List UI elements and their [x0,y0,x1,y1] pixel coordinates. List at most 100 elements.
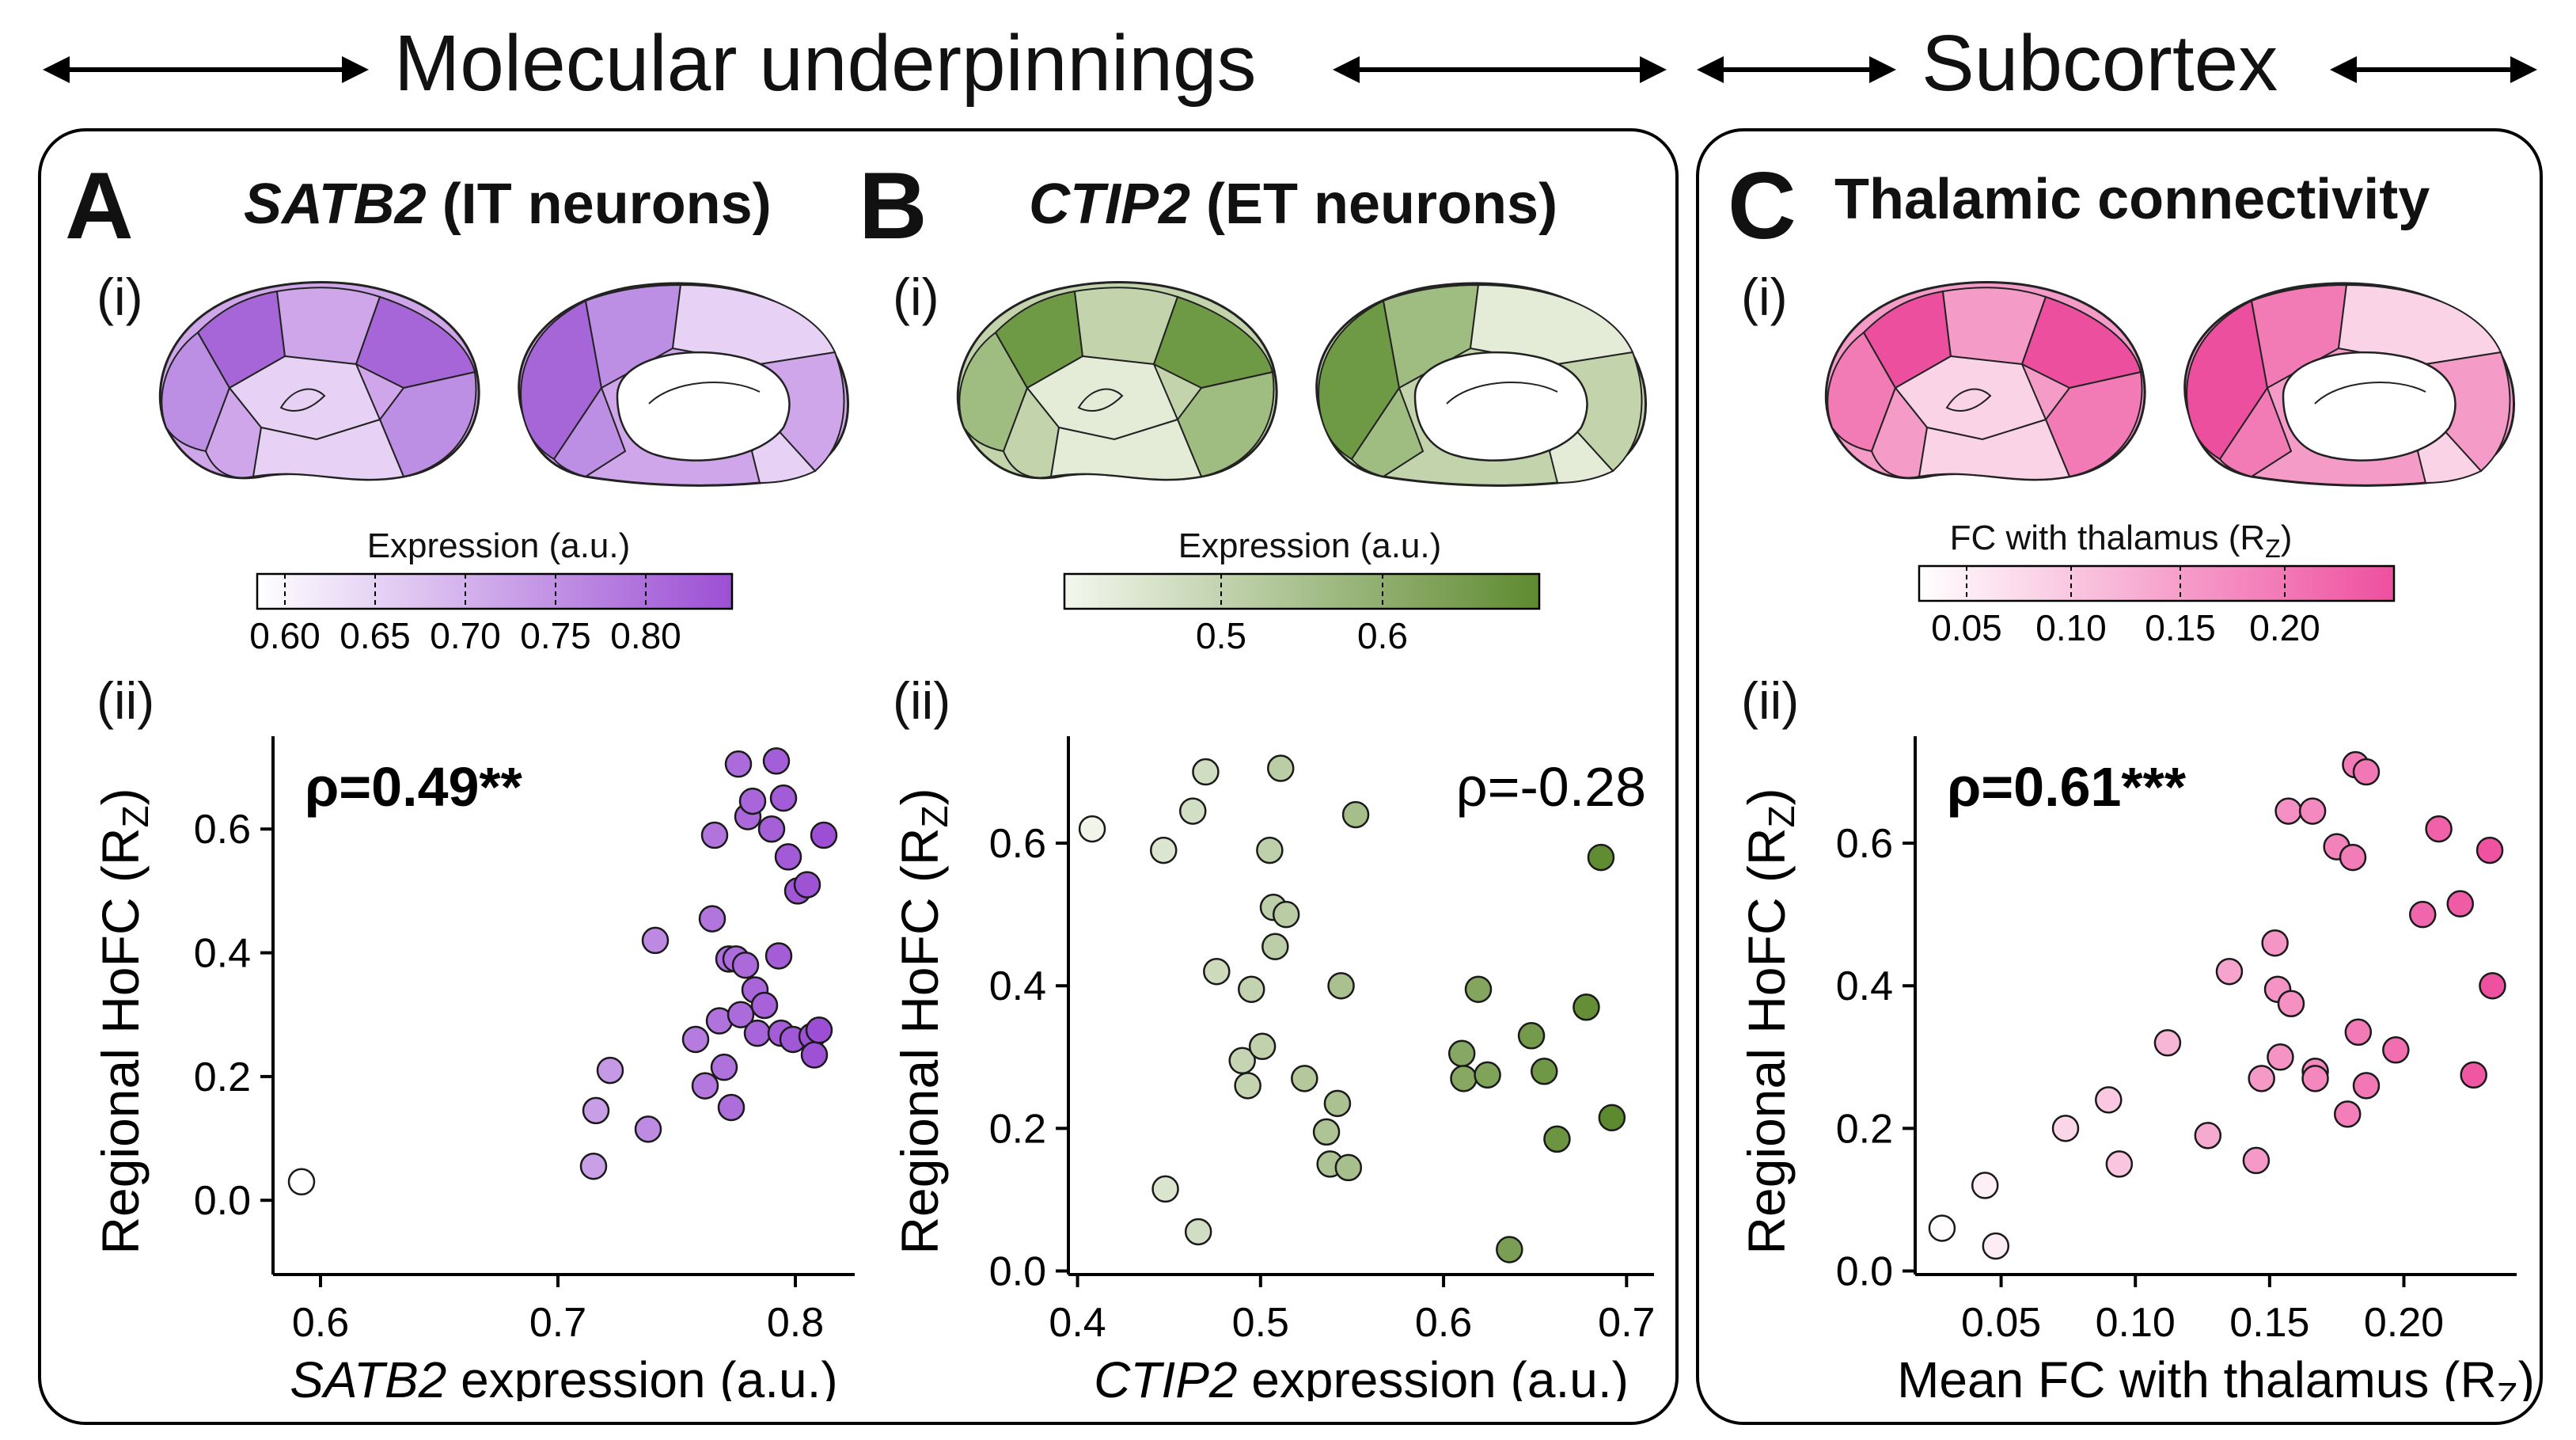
data-point [2301,1065,2329,1092]
data-point [2479,971,2506,1000]
data-point [717,1093,745,1122]
cortical-region [958,331,1029,453]
data-point [1323,1089,1352,1118]
x-tick-label: 0.8 [767,1300,824,1346]
y-tick-label: 0.4 [989,963,1046,1009]
panel-b-sub-i: (i) [893,268,939,326]
brain-render-b [956,281,1647,487]
colorbar-tick-label: 0.80 [610,615,681,656]
data-point [724,750,753,778]
lateral-hemisphere [1824,281,2146,481]
colorbar-gradient [1063,572,1541,610]
data-point [1261,933,1289,960]
panel-title-b-gene: CTIP2 [1029,173,1191,236]
insula-region [1077,388,1124,412]
frame-molecular [38,128,1679,1425]
x-tick-label: 0.15 [2229,1300,2309,1346]
data-point [1151,1175,1179,1203]
y-tick-label: 0.4 [1836,963,1893,1009]
x-tick-label: 0.10 [2096,1300,2176,1346]
data-point [1341,800,1370,829]
data-point [1327,971,1355,1000]
panel-title-a: SATB2 (IT neurons) [244,173,772,236]
medial-wall [616,351,791,462]
insula-region [279,388,326,412]
data-point [681,1025,710,1054]
cortical-region [2218,386,2293,478]
data-point [2153,1029,2182,1057]
data-point [762,747,791,775]
data-point [774,843,802,871]
y-axis-label-sub: Z [1761,805,1802,827]
data-point [1543,1125,1571,1153]
cortical-region [1350,386,1425,478]
data-point [2382,1036,2410,1064]
colorbar-a: 0.60 0.65 0.70 0.75 0.80 [249,572,734,656]
corpus-callosum-line [648,382,761,405]
data-point [1179,797,1207,825]
banner-title-subcortex: Subcortex [1922,19,2278,108]
right-banner-arrow-left [1697,56,1896,83]
data-point [1234,1072,1261,1100]
data-point [2334,1100,2362,1128]
panel-letter-b: B [859,153,928,259]
data-point [2242,1146,2271,1175]
data-point [582,1096,610,1125]
y-tick-label: 0.2 [194,1054,251,1100]
data-point [1587,843,1615,872]
lateral-hemisphere [956,281,1278,481]
y-tick-label: 0.0 [989,1248,1046,1294]
cortical-region [161,331,231,453]
x-axis-label-text: Mean FC with thalamus (R [1897,1351,2497,1401]
scatter-a: 0.0 0.2 0.4 0.6 0.6 0.7 0.8 SATB2 expression (a… [91,736,855,1401]
cortical-region [520,299,603,461]
colorbar-c: 0.05 0.10 0.15 0.20 [1918,564,2396,648]
medial-wall [1413,351,1588,462]
x-tick-label: 0.6 [1415,1300,1472,1346]
data-point [2409,900,2437,929]
x-axis-label-sub: Z [2497,1376,2518,1401]
data-point [2460,1061,2487,1089]
data-point [2095,1086,2123,1114]
data-point [2425,815,2453,843]
data-point [1982,1232,2010,1260]
y-axis-label-sub: Z [914,805,955,827]
medial-hemisphere [2183,282,2515,487]
data-point [743,1019,772,1047]
colorbar-label-c-sub: Z [2265,534,2281,563]
x-tick-label: 0.5 [1232,1300,1289,1346]
colorbar-label-a: Expression (a.u.) [366,526,631,565]
correlation-annotation: ρ=0.49** [305,756,523,818]
panel-title-c: Thalamic connectivity [1834,168,2430,231]
colorbar-tick-label: 0.10 [2035,607,2107,648]
data-point [2339,843,2367,872]
data-point [2352,758,2381,786]
data-point [579,1152,608,1180]
data-point [596,1056,624,1085]
data-point [698,905,727,933]
y-axis-label-end: ) [91,788,150,805]
colorbar-label-b: Expression (a.u.) [1178,526,1442,565]
x-axis-label: CTIP2 expression (a.u.) [1094,1351,1629,1401]
panel-b-sub-ii: (ii) [893,671,951,730]
data-point [738,787,767,815]
cortical-region [552,386,627,478]
y-tick-label: 0.2 [1836,1106,1893,1152]
colorbar-tick-label: 0.60 [249,615,321,656]
colorbar-tick-label: 0.5 [1196,615,1246,656]
left-banner-arrow-left [43,56,369,83]
correlation-annotation: ρ=0.61*** [1947,756,2187,818]
colorbar-b: 0.5 0.6 [1063,572,1541,656]
panel-c-sub-ii: (ii) [1741,671,1800,730]
data-point [2298,797,2327,825]
cortical-region [252,418,405,481]
data-point [641,926,670,955]
x-tick-label: 0.05 [1961,1300,2041,1346]
x-tick-label: 0.7 [1598,1300,1655,1346]
data-point [2475,836,2504,864]
data-point [1078,815,1106,843]
data-point [1598,1104,1626,1132]
brain-render-c [1824,281,2515,487]
data-point [2446,890,2474,918]
data-point [1450,1065,1478,1092]
